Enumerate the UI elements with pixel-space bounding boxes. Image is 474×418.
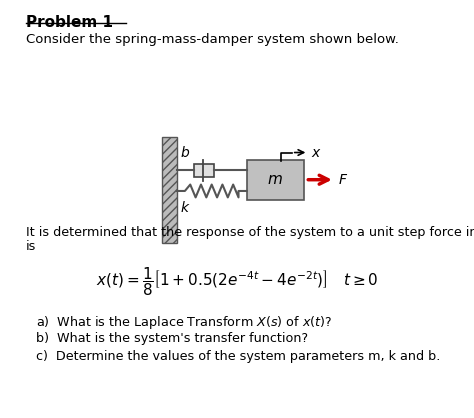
Bar (246, 160, 303, 200)
Text: It is determined that the response of the system to a unit step force input exci: It is determined that the response of th… (26, 226, 474, 239)
Text: b)  What is the system's transfer function?: b) What is the system's transfer functio… (36, 332, 308, 345)
Bar (162, 137, 177, 243)
Text: $b$: $b$ (181, 145, 191, 160)
Text: c)  Determine the values of the system parameters m, k and b.: c) Determine the values of the system pa… (36, 350, 440, 363)
Text: is: is (26, 240, 36, 253)
Text: $m$: $m$ (267, 172, 283, 187)
Text: $x$: $x$ (311, 145, 321, 160)
Text: $k$: $k$ (181, 200, 191, 215)
Text: $F$: $F$ (338, 173, 348, 187)
Text: Consider the spring-mass-damper system shown below.: Consider the spring-mass-damper system s… (26, 33, 399, 46)
Text: a)  What is the Laplace Transform $X(s)$ of $x(t)$?: a) What is the Laplace Transform $X(s)$ … (36, 314, 332, 331)
Bar (194, 164, 213, 177)
Text: Problem 1: Problem 1 (26, 15, 113, 30)
Text: $x(t) = \dfrac{1}{8}\left[1 + 0.5(2e^{-4t} - 4e^{-2t})\right] \quad t \geq 0$: $x(t) = \dfrac{1}{8}\left[1 + 0.5(2e^{-4… (96, 265, 378, 298)
